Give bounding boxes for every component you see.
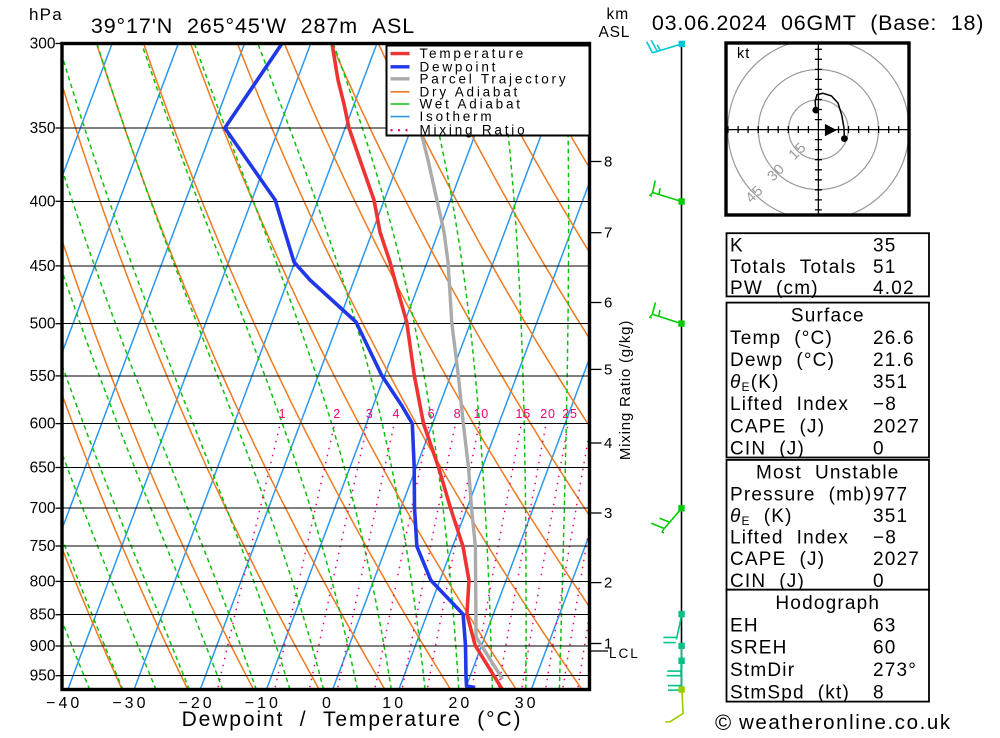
svg-text:15: 15 xyxy=(515,407,531,421)
svg-text:7: 7 xyxy=(604,225,613,242)
svg-text:25: 25 xyxy=(562,407,578,421)
svg-text:351: 351 xyxy=(873,506,908,527)
svg-text:0: 0 xyxy=(873,571,885,592)
svg-text:900: 900 xyxy=(30,638,56,655)
svg-text:Dewpoint / Temperature (°C): Dewpoint / Temperature (°C) xyxy=(182,708,523,731)
svg-text:CIN (J): CIN (J) xyxy=(730,438,805,459)
svg-text:−10: −10 xyxy=(245,695,281,712)
svg-text:8: 8 xyxy=(873,682,885,703)
svg-text:6: 6 xyxy=(428,407,436,421)
svg-text:10: 10 xyxy=(473,407,489,421)
svg-text:Totals Totals: Totals Totals xyxy=(730,257,857,278)
svg-text:2027: 2027 xyxy=(873,549,920,570)
svg-text:4: 4 xyxy=(393,407,401,421)
svg-text:Dry Adiabat: Dry Adiabat xyxy=(420,84,521,99)
svg-text:Parcel Trajectory: Parcel Trajectory xyxy=(420,71,569,86)
svg-text:10: 10 xyxy=(382,695,406,712)
svg-text:Mixing Ratio: Mixing Ratio xyxy=(420,123,528,138)
svg-text:CAPE (J): CAPE (J) xyxy=(730,416,825,437)
svg-text:300: 300 xyxy=(30,36,56,53)
svg-text:−8: −8 xyxy=(873,528,897,549)
svg-text:20: 20 xyxy=(449,695,473,712)
svg-text:Mixing Ratio (g/kg): Mixing Ratio (g/kg) xyxy=(617,320,634,460)
svg-text:400: 400 xyxy=(30,193,56,210)
svg-text:3: 3 xyxy=(604,505,613,522)
svg-text:850: 850 xyxy=(30,607,56,624)
svg-text:Lifted Index: Lifted Index xyxy=(730,394,849,415)
svg-text:−8: −8 xyxy=(873,394,897,415)
svg-text:PW (cm): PW (cm) xyxy=(730,278,819,299)
svg-text:Temp (°C): Temp (°C) xyxy=(730,328,833,349)
svg-text:35: 35 xyxy=(873,236,897,257)
svg-text:450: 450 xyxy=(30,258,56,275)
svg-text:0: 0 xyxy=(873,438,885,459)
svg-text:26.6: 26.6 xyxy=(873,328,915,349)
svg-text:Isotherm: Isotherm xyxy=(420,109,495,124)
svg-text:351: 351 xyxy=(873,372,908,393)
svg-text:−20: −20 xyxy=(179,695,215,712)
svg-text:1: 1 xyxy=(604,636,613,653)
svg-text:Dewp (°C): Dewp (°C) xyxy=(730,350,835,371)
svg-text:500: 500 xyxy=(30,316,56,333)
svg-text:StmDir: StmDir xyxy=(730,660,795,681)
svg-text:Most Unstable: Most Unstable xyxy=(756,463,900,484)
svg-text:03.06.2024 06GMT (Base: 18): 03.06.2024 06GMT (Base: 18) xyxy=(652,11,984,35)
svg-text:800: 800 xyxy=(30,573,56,590)
svg-text:Temperature: Temperature xyxy=(420,46,527,61)
svg-text:63: 63 xyxy=(873,615,897,636)
svg-text:2: 2 xyxy=(604,575,613,592)
svg-text:700: 700 xyxy=(30,500,56,517)
svg-text:K: K xyxy=(730,236,744,257)
svg-text:hPa: hPa xyxy=(29,5,63,24)
svg-text:km: km xyxy=(607,6,630,23)
svg-text:1: 1 xyxy=(279,407,287,421)
svg-text:CAPE (J): CAPE (J) xyxy=(730,549,825,570)
svg-text:Pressure (mb): Pressure (mb) xyxy=(730,484,872,505)
svg-text:Hodograph: Hodograph xyxy=(775,593,880,614)
svg-text:8: 8 xyxy=(604,154,613,171)
svg-text:2027: 2027 xyxy=(873,416,920,437)
svg-text:4: 4 xyxy=(604,435,613,452)
svg-text:EH: EH xyxy=(730,615,759,636)
svg-text:Wet Adiabat: Wet Adiabat xyxy=(420,97,523,112)
svg-text:kt: kt xyxy=(737,46,750,62)
svg-text:20: 20 xyxy=(540,407,556,421)
svg-text:LCL: LCL xyxy=(609,646,640,661)
svg-text:−30: −30 xyxy=(112,695,148,712)
svg-text:21.6: 21.6 xyxy=(873,350,915,371)
svg-text:θE (K): θE (K) xyxy=(730,506,793,528)
svg-text:weatheronline.co.uk: weatheronline.co.uk xyxy=(738,711,952,733)
svg-text:650: 650 xyxy=(30,460,56,477)
svg-text:6: 6 xyxy=(604,295,613,312)
svg-text:60: 60 xyxy=(873,638,897,659)
svg-text:750: 750 xyxy=(30,538,56,555)
svg-text:350: 350 xyxy=(30,120,56,137)
svg-text:Dewpoint: Dewpoint xyxy=(420,59,499,74)
svg-text:Lifted Index: Lifted Index xyxy=(730,528,849,549)
svg-text:8: 8 xyxy=(454,407,462,421)
svg-text:51: 51 xyxy=(873,257,897,278)
svg-text:θE(K): θE(K) xyxy=(730,372,780,394)
svg-text:550: 550 xyxy=(30,368,56,385)
svg-text:SREH: SREH xyxy=(730,638,788,659)
svg-text:950: 950 xyxy=(30,668,56,685)
svg-text:Surface: Surface xyxy=(791,306,865,327)
svg-text:600: 600 xyxy=(30,416,56,433)
svg-text:3: 3 xyxy=(366,407,374,421)
svg-text:2: 2 xyxy=(333,407,341,421)
svg-text:0: 0 xyxy=(322,695,334,712)
svg-text:977: 977 xyxy=(873,484,908,505)
svg-text:4.02: 4.02 xyxy=(873,278,915,299)
svg-text:5: 5 xyxy=(604,361,613,378)
svg-text:ASL: ASL xyxy=(599,24,631,41)
svg-text:©: © xyxy=(715,710,732,733)
svg-text:39°17'N 265°45'W 287m ASL: 39°17'N 265°45'W 287m ASL xyxy=(91,14,415,38)
svg-text:30: 30 xyxy=(515,695,539,712)
svg-text:273°: 273° xyxy=(873,660,917,681)
svg-text:StmSpd (kt): StmSpd (kt) xyxy=(730,682,850,703)
svg-text:−40: −40 xyxy=(46,695,82,712)
svg-text:CIN (J): CIN (J) xyxy=(730,571,805,592)
